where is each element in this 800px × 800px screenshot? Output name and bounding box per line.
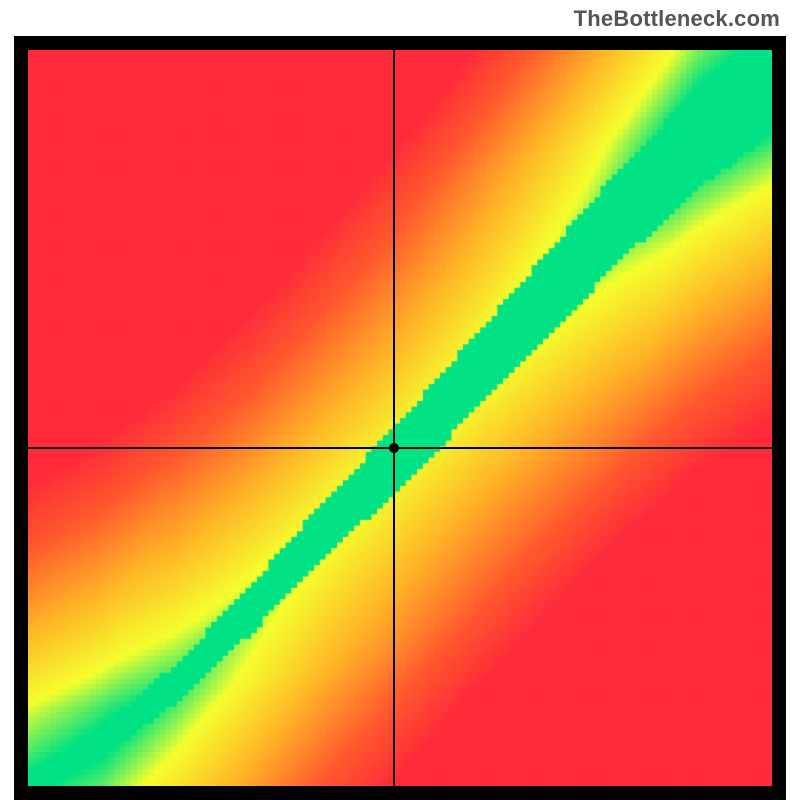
crosshair-vertical — [393, 50, 395, 786]
frame-right — [772, 36, 786, 800]
marker-dot — [389, 443, 399, 453]
crosshair-horizontal — [28, 447, 772, 449]
chart-container: TheBottleneck.com — [0, 0, 800, 800]
frame-top — [14, 36, 786, 50]
watermark-text: TheBottleneck.com — [574, 6, 780, 32]
frame-bottom — [14, 786, 786, 800]
frame-left — [14, 36, 28, 800]
bottleneck-heatmap — [28, 50, 772, 786]
